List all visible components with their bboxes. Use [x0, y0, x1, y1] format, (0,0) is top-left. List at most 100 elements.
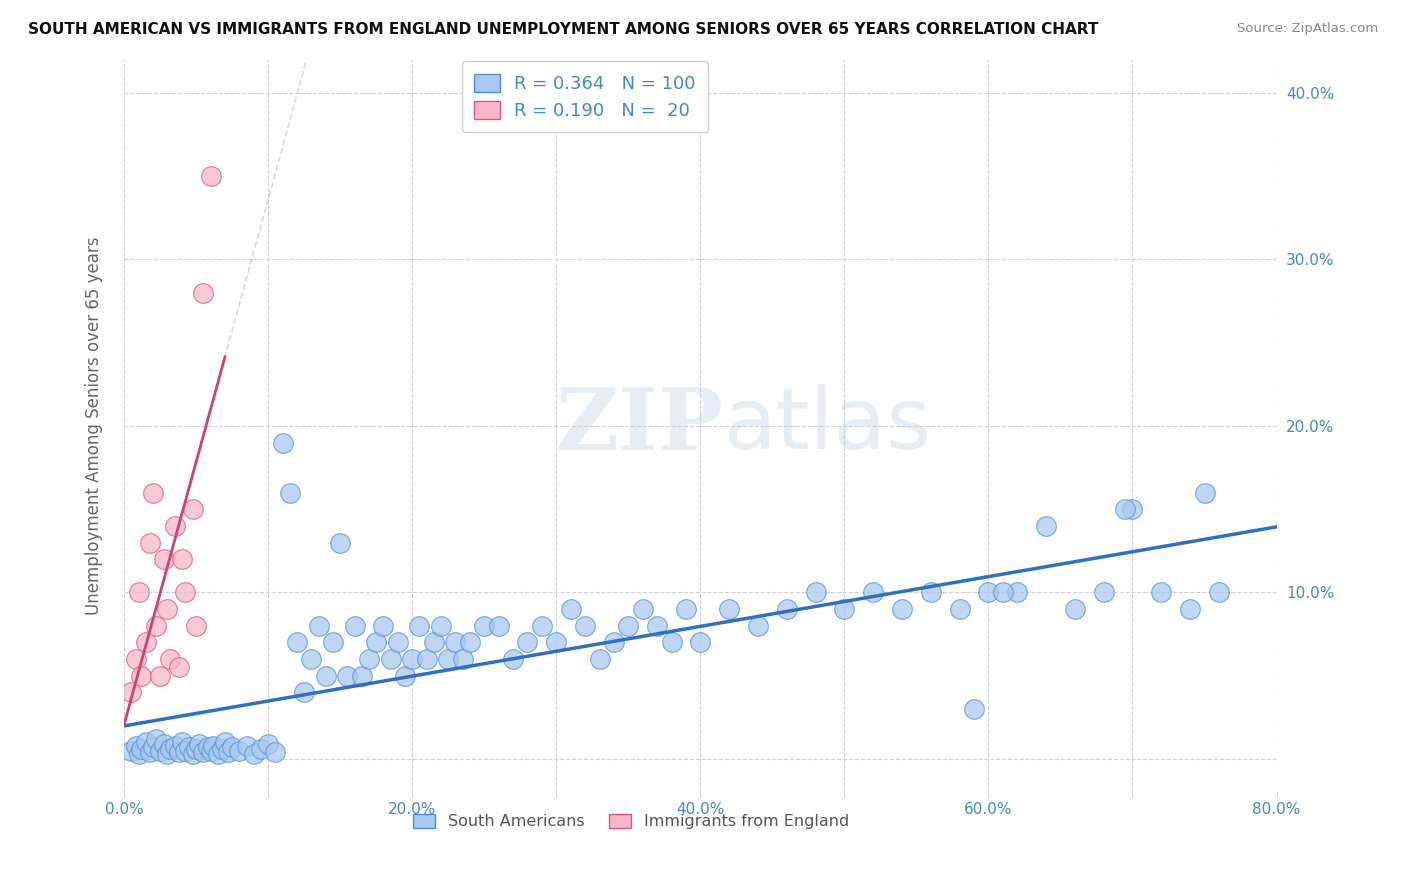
Point: [197, 740, 219, 755]
Point: [1063, 602, 1085, 616]
Point: [163, 519, 186, 533]
Point: [170, 735, 193, 749]
Point: [159, 742, 181, 756]
Point: [977, 585, 1000, 599]
Point: [574, 619, 596, 633]
Point: [560, 602, 582, 616]
Point: [689, 635, 711, 649]
Point: [153, 552, 176, 566]
Point: [991, 585, 1014, 599]
Point: [131, 742, 153, 756]
Point: [188, 737, 211, 751]
Point: [278, 485, 301, 500]
Point: [173, 585, 195, 599]
Point: [862, 585, 884, 599]
Point: [120, 744, 142, 758]
Point: [156, 747, 179, 761]
Point: [271, 435, 294, 450]
Point: [308, 619, 330, 633]
Point: [444, 635, 467, 649]
Legend: South Americans, Immigrants from England: South Americans, Immigrants from England: [406, 807, 856, 836]
Point: [124, 739, 146, 753]
Point: [285, 635, 308, 649]
Point: [120, 685, 142, 699]
Point: [546, 635, 568, 649]
Point: [250, 742, 273, 756]
Point: [200, 169, 222, 183]
Point: [264, 745, 287, 759]
Point: [747, 619, 769, 633]
Point: [502, 652, 524, 666]
Point: [530, 619, 553, 633]
Point: [329, 535, 352, 549]
Point: [228, 744, 250, 758]
Point: [1114, 502, 1136, 516]
Point: [631, 602, 654, 616]
Point: [242, 747, 264, 761]
Point: [336, 669, 359, 683]
Point: [415, 652, 437, 666]
Point: [350, 669, 373, 683]
Point: [149, 669, 172, 683]
Point: [167, 660, 190, 674]
Point: [139, 535, 162, 549]
Point: [617, 619, 640, 633]
Point: [142, 740, 165, 755]
Point: [963, 702, 986, 716]
Point: [718, 602, 741, 616]
Point: [257, 737, 280, 751]
Point: [834, 602, 856, 616]
Point: [135, 735, 157, 749]
Point: [1092, 585, 1115, 599]
Point: [322, 635, 344, 649]
Point: [315, 669, 337, 683]
Point: [163, 739, 186, 753]
Text: Source: ZipAtlas.com: Source: ZipAtlas.com: [1237, 22, 1378, 36]
Point: [472, 619, 495, 633]
Point: [181, 502, 204, 516]
Point: [299, 652, 322, 666]
Point: [675, 602, 697, 616]
Point: [516, 635, 538, 649]
Point: [124, 652, 146, 666]
Point: [488, 619, 510, 633]
Point: [145, 731, 167, 746]
Text: ZIP: ZIP: [555, 384, 723, 468]
Point: [408, 619, 430, 633]
Point: [430, 619, 453, 633]
Point: [131, 669, 153, 683]
Y-axis label: Unemployment Among Seniors over 65 years: Unemployment Among Seniors over 65 years: [86, 236, 103, 615]
Point: [343, 619, 366, 633]
Point: [423, 635, 446, 649]
Point: [1007, 585, 1029, 599]
Point: [142, 485, 165, 500]
Point: [173, 744, 195, 758]
Point: [603, 635, 626, 649]
Point: [1121, 502, 1143, 516]
Point: [170, 552, 193, 566]
Point: [217, 745, 239, 759]
Point: [588, 652, 610, 666]
Point: [200, 744, 222, 758]
Point: [380, 652, 402, 666]
Point: [235, 739, 257, 753]
Point: [387, 635, 409, 649]
Point: [156, 602, 179, 616]
Point: [776, 602, 799, 616]
Point: [153, 737, 176, 751]
Point: [214, 735, 236, 749]
Point: [202, 739, 225, 753]
Point: [394, 669, 416, 683]
Point: [920, 585, 942, 599]
Point: [135, 635, 157, 649]
Point: [804, 585, 827, 599]
Point: [357, 652, 380, 666]
Point: [1178, 602, 1201, 616]
Point: [186, 742, 208, 756]
Point: [167, 745, 190, 759]
Point: [292, 685, 315, 699]
Point: [145, 619, 167, 633]
Point: [128, 585, 150, 599]
Point: [139, 745, 162, 759]
Point: [437, 652, 460, 666]
